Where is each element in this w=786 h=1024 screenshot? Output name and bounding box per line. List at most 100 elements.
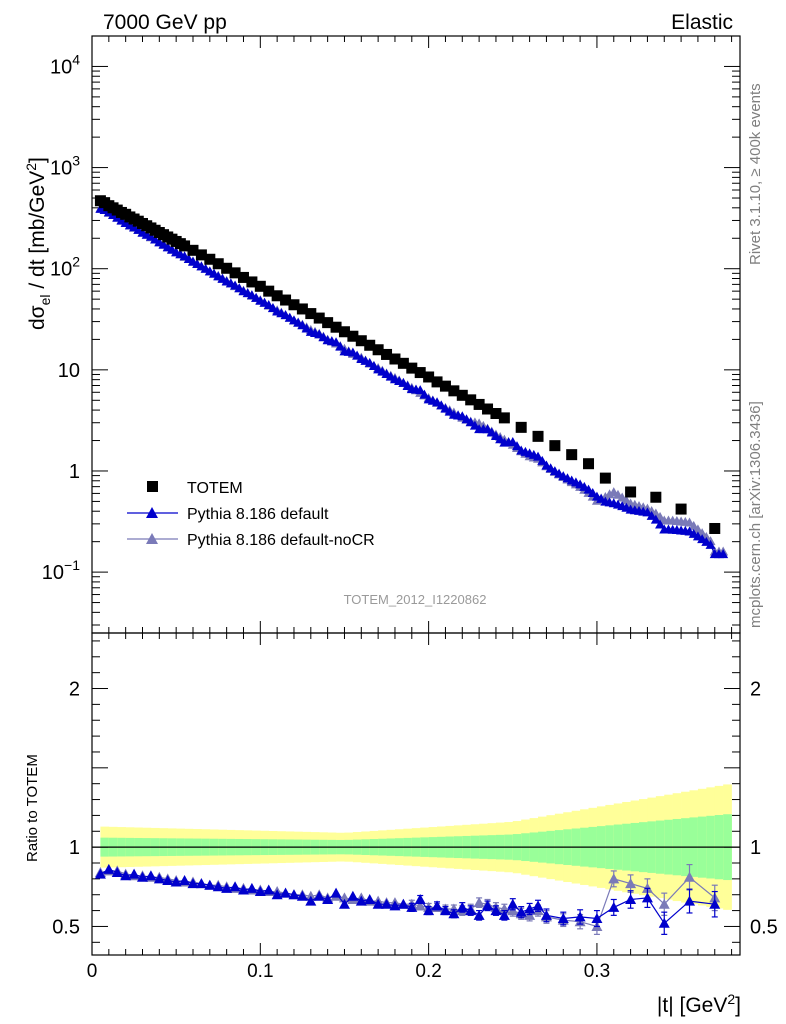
ratio-point — [355, 895, 367, 906]
ratio-point — [271, 889, 283, 900]
data-point — [549, 440, 561, 452]
data-point — [473, 398, 485, 410]
data-point — [456, 389, 468, 401]
ratio-point — [406, 901, 418, 912]
ratio-point — [608, 901, 620, 912]
ratio-point — [111, 867, 123, 878]
data-point — [212, 258, 224, 270]
data-point — [237, 271, 249, 283]
ratio-point — [237, 884, 249, 895]
data-point — [583, 458, 595, 470]
model-point — [511, 441, 522, 451]
y-tick-label: 10−1 — [42, 557, 80, 584]
model-point — [415, 385, 426, 395]
legend-marker-default — [146, 507, 158, 518]
data-point — [423, 371, 435, 383]
model-point — [692, 524, 703, 534]
ratio-point — [397, 898, 409, 909]
x-tick-label: 0.1 — [247, 961, 273, 982]
data-point — [195, 249, 207, 261]
ratio-point — [162, 874, 174, 885]
data-point — [490, 408, 502, 420]
data-point — [313, 312, 325, 324]
main-ylabel: dσel / dt [mb/GeV2] — [23, 157, 53, 330]
data-point — [532, 430, 544, 442]
ratio-point — [136, 871, 148, 882]
ratio-point — [145, 870, 157, 881]
data-point — [246, 276, 258, 288]
legend-label-default: Pythia 8.186 default — [187, 506, 329, 523]
data-point — [305, 308, 317, 320]
model-point — [419, 389, 430, 399]
model-point — [646, 510, 657, 520]
ratio-point — [574, 911, 586, 922]
ratio-point — [625, 878, 637, 889]
data-point — [482, 403, 494, 415]
ratio-y-tick-label-right: 1 — [750, 837, 761, 859]
data-point — [675, 503, 687, 515]
data-point — [271, 290, 283, 302]
x-tick-label: 0.3 — [584, 961, 610, 982]
ratio-point — [187, 878, 199, 889]
ratio-point — [221, 882, 233, 893]
ratio-point — [128, 868, 140, 879]
ratio-point — [641, 892, 653, 903]
data-point — [439, 380, 451, 392]
ratio-point — [364, 893, 376, 904]
data-point — [372, 344, 384, 356]
ratio-panel: 0.5 0.5 1 1 2 2 — [52, 632, 778, 956]
ratio-point — [170, 876, 182, 887]
header-right: Elastic — [671, 11, 733, 34]
data-point — [263, 285, 275, 297]
ratio-point — [381, 898, 393, 909]
data-point — [599, 472, 611, 484]
ratio-point — [254, 886, 266, 897]
legend-label-nocr: Pythia 8.186 default-noCR — [187, 532, 375, 549]
ratio-ylabel: Ratio to TOTEM — [24, 754, 41, 862]
ratio-point — [473, 897, 485, 908]
ratio-point — [414, 900, 426, 911]
data-point — [330, 321, 342, 333]
analysis-id: TOTEM_2012_I1220862 — [344, 592, 487, 607]
data-point — [381, 348, 393, 360]
data-point — [709, 522, 721, 534]
main-panel: 10−1 1 10 102 103 104 — [42, 35, 741, 634]
ratio-point — [313, 890, 325, 901]
ratio-point — [229, 881, 241, 892]
data-point — [625, 486, 637, 498]
data-point — [338, 326, 350, 338]
data-point — [448, 385, 460, 397]
data-point — [187, 244, 199, 256]
x-tick-label: 0.2 — [415, 961, 441, 982]
legend-label-totem: TOTEM — [187, 480, 243, 497]
ratio-point — [684, 871, 696, 882]
ratio-point — [439, 905, 451, 916]
header-left: 7000 GeV pp — [103, 11, 227, 34]
ratio-y-tick-label: 0.5 — [52, 916, 80, 938]
ratio-point — [195, 878, 207, 889]
ratio-y-tick-label: 1 — [69, 837, 80, 859]
model-point — [537, 455, 548, 465]
rivet-label: Rivet 3.1.10, ≥ 400k events — [747, 83, 764, 265]
ratio-point — [658, 898, 670, 909]
data-point — [515, 421, 527, 433]
ratio-point — [465, 905, 477, 916]
ratio-point — [591, 913, 603, 924]
data-point — [280, 294, 292, 306]
ratio-point — [709, 898, 721, 909]
mcplots-label: mcplots.cern.ch [arXiv:1306.3436] — [747, 401, 764, 628]
ratio-point — [658, 917, 670, 928]
data-point — [566, 449, 578, 461]
legend-marker-totem — [147, 481, 158, 492]
ratio-point — [490, 905, 502, 916]
ratio-point — [507, 898, 519, 909]
ratio-point — [372, 898, 384, 909]
data-point — [347, 330, 359, 342]
ratio-point — [280, 887, 292, 898]
ratio-point — [305, 895, 317, 906]
ratio-point — [498, 909, 510, 920]
ratio-point — [625, 893, 637, 904]
data-point — [204, 253, 216, 265]
data-point — [322, 317, 334, 329]
x-tick-label: 0 — [87, 961, 98, 982]
